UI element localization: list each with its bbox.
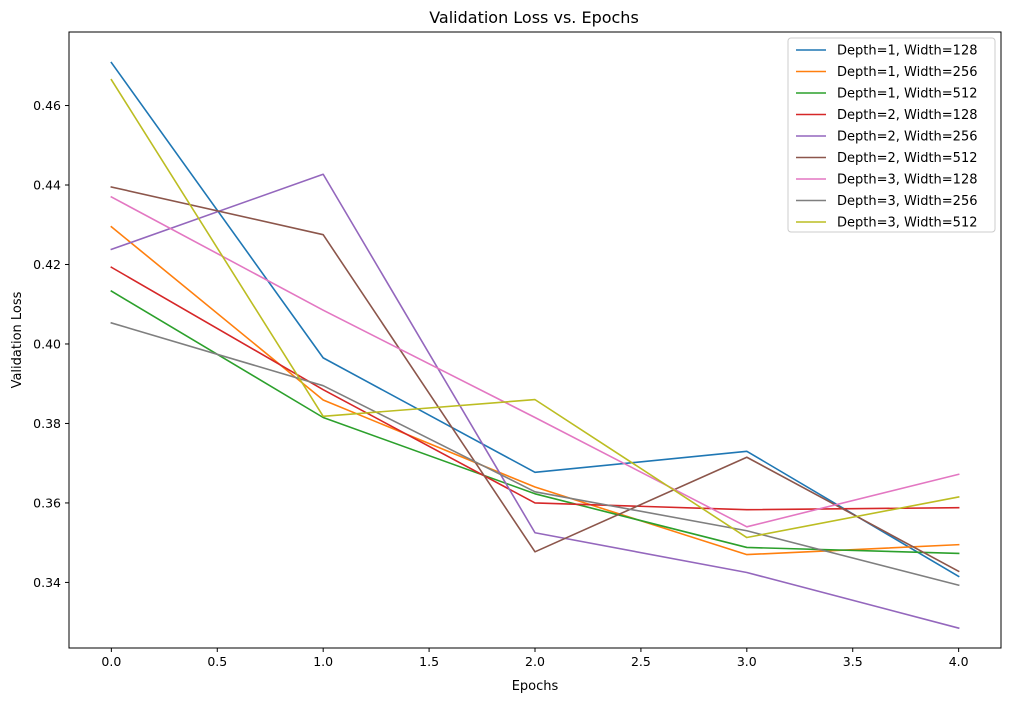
legend-label: Depth=1, Width=256 <box>837 65 978 80</box>
series-lines <box>110 61 960 630</box>
x-tick-label: 4.0 <box>949 654 969 669</box>
legend-label: Depth=2, Width=256 <box>837 130 978 145</box>
series-line-2 <box>110 225 960 556</box>
series-line-6 <box>110 186 960 573</box>
x-tick-label: 3.5 <box>843 654 863 669</box>
legend-label: Depth=2, Width=512 <box>837 151 978 166</box>
x-tick-label: 2.0 <box>525 654 545 669</box>
series-line-1 <box>110 61 960 578</box>
series-line-5 <box>110 173 960 630</box>
y-tick-label: 0.36 <box>33 495 61 510</box>
series-line-4 <box>110 266 960 511</box>
series-line-9 <box>110 78 960 539</box>
legend-label: Depth=3, Width=512 <box>837 216 978 231</box>
x-axis-ticks: 0.0 0.5 1.0 1.5 2.0 2.5 3.0 3.5 4.0 <box>101 648 969 669</box>
x-tick-label: 0.0 <box>101 654 121 669</box>
y-tick-label: 0.38 <box>33 416 61 431</box>
y-axis-label: Validation Loss <box>10 291 25 388</box>
legend-label: Depth=1, Width=512 <box>837 87 978 102</box>
x-tick-label: 0.5 <box>207 654 227 669</box>
y-tick-label: 0.44 <box>33 178 61 193</box>
legend-label: Depth=3, Width=256 <box>837 194 978 209</box>
y-tick-label: 0.40 <box>33 336 61 351</box>
y-tick-label: 0.34 <box>33 575 61 590</box>
legend-box <box>787 37 996 233</box>
x-axis-label: Epochs <box>512 679 559 694</box>
x-tick-label: 1.5 <box>419 654 439 669</box>
legend-label: Depth=1, Width=128 <box>837 44 978 59</box>
legend-items: Depth=1, Width=128 Depth=1, Width=256 Dept… <box>796 44 978 231</box>
y-tick-label: 0.46 <box>33 98 61 113</box>
legend-label: Depth=2, Width=128 <box>837 108 978 123</box>
series-line-7 <box>110 195 960 528</box>
y-tick-label: 0.42 <box>33 257 61 272</box>
y-axis-ticks: 0.34 0.36 0.38 0.40 0.42 0.44 0.46 <box>33 98 69 590</box>
legend: Depth=1, Width=128 Depth=1, Width=256 Dept… <box>787 37 996 233</box>
chart-title: Validation Loss vs. Epochs <box>429 8 639 27</box>
x-tick-label: 3.0 <box>737 654 757 669</box>
x-tick-label: 1.0 <box>313 654 333 669</box>
series-line-8 <box>110 321 960 587</box>
legend-label: Depth=3, Width=128 <box>837 173 978 188</box>
x-tick-label: 2.5 <box>631 654 651 669</box>
